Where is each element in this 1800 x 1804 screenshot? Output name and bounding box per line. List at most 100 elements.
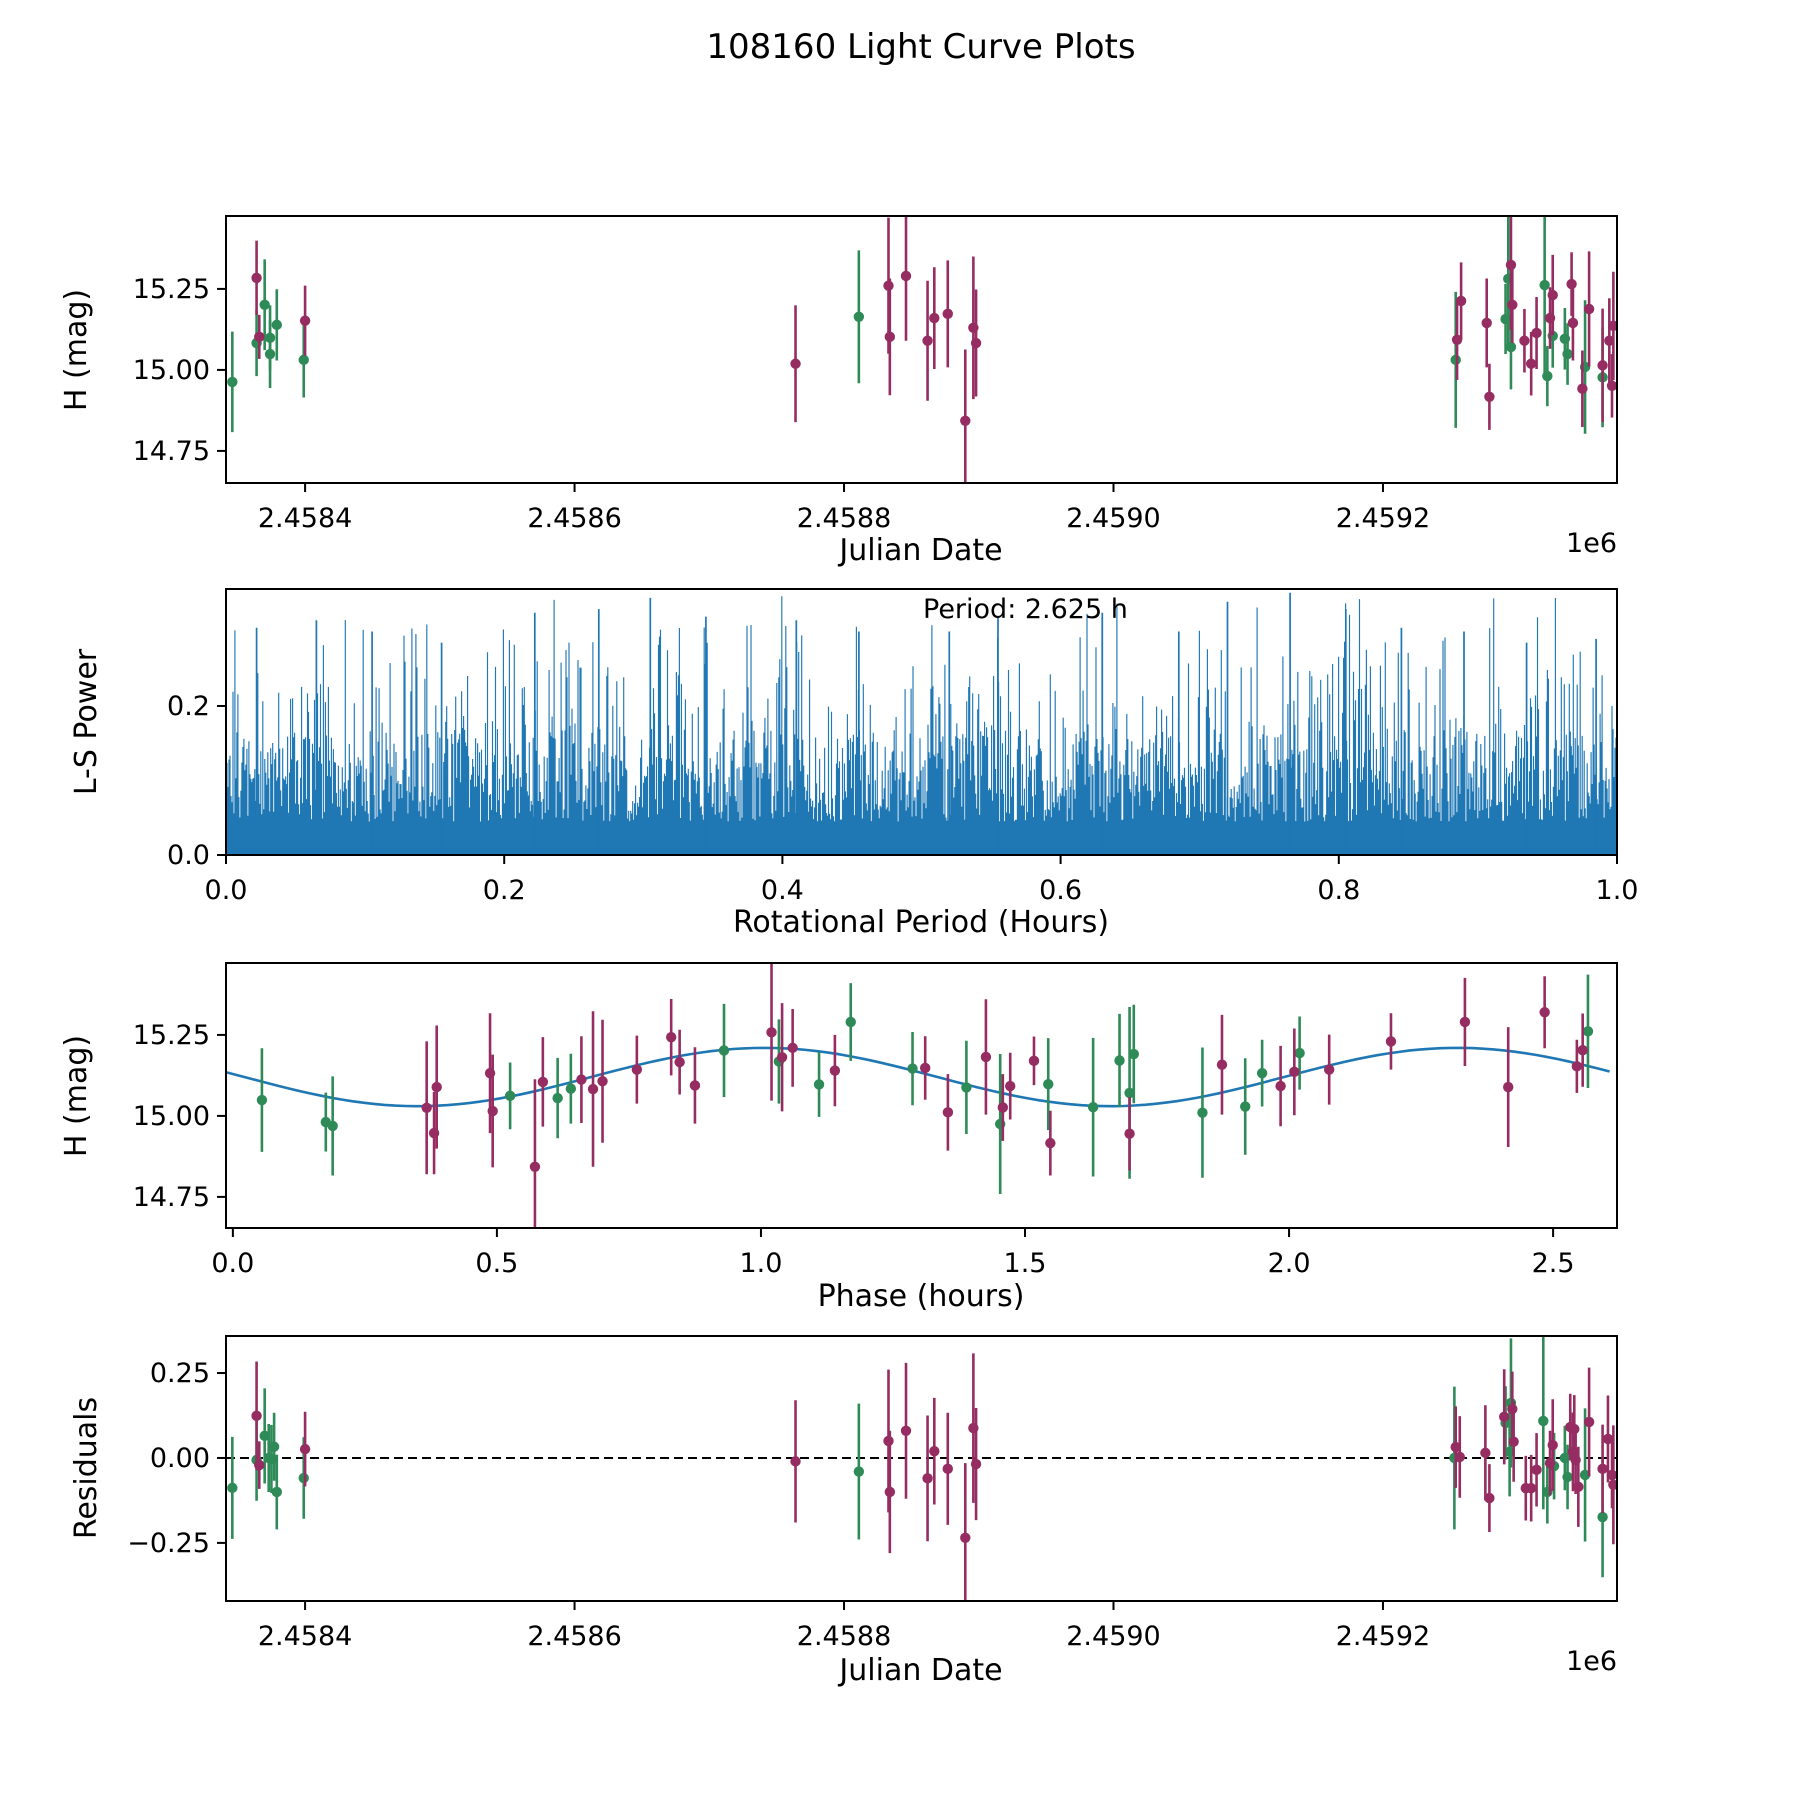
data-point (674, 1056, 685, 1068)
data-point (1604, 335, 1615, 346)
data-point (1597, 360, 1608, 371)
data-point (1484, 1492, 1495, 1504)
data-point (970, 337, 982, 349)
data-point (776, 1052, 788, 1063)
data-point (1507, 299, 1518, 310)
data-point (997, 1102, 1009, 1113)
data-point (1569, 1423, 1580, 1435)
data-point (1571, 1061, 1583, 1072)
residuals-ylabel: Residuals (69, 1397, 104, 1539)
figure-title: 108160 Light Curve Plots (706, 27, 1135, 67)
data-point (1505, 259, 1517, 271)
jd-magnitude-data (227, 216, 1617, 483)
x-tick-label: 2.4592 (1336, 1621, 1430, 1652)
data-point (299, 315, 311, 326)
data-point (227, 376, 238, 388)
h-mag-ylabel-phase: H (mag) (59, 1035, 94, 1157)
ls-power-ylabel: L-S Power (69, 648, 104, 795)
data-point (431, 1081, 442, 1093)
data-point (327, 1120, 338, 1132)
data-point (1531, 1464, 1542, 1476)
y-tick-label: 15.25 (133, 1020, 210, 1051)
x-tick-label: 2.4592 (1336, 503, 1430, 534)
x-tick-label: 0.5 (475, 1248, 518, 1279)
data-point (529, 1161, 541, 1172)
data-point (631, 1064, 643, 1075)
data-point (960, 415, 971, 426)
data-point (1114, 1055, 1125, 1066)
data-point (1577, 1044, 1588, 1056)
x-tick-label: 2.4586 (527, 1621, 621, 1652)
x-tick-label: 1.0 (1596, 875, 1639, 906)
data-point (1459, 1016, 1471, 1028)
data-point (1539, 279, 1550, 291)
residuals-frame: 2.4584 2.4586 2.4588 2.4590 2.4592 0.25 0.00 −0… (127, 1335, 1618, 1652)
data-point (960, 1532, 971, 1544)
data-point (883, 280, 894, 291)
data-point (942, 1107, 954, 1118)
data-point (1608, 320, 1617, 332)
x-tick-label: 2.5 (1532, 1248, 1575, 1279)
data-point (845, 1016, 856, 1028)
data-point (254, 331, 265, 343)
green-series (227, 1336, 1608, 1578)
data-point (1455, 295, 1467, 307)
rotational-period-xlabel: Rotational Period (Hours) (733, 905, 1109, 940)
residuals-data (226, 1336, 1617, 1601)
data-point (1289, 1066, 1300, 1078)
data-point (718, 1045, 730, 1056)
data-point (268, 1441, 280, 1452)
y-tick-label: 0.25 (150, 1358, 210, 1389)
data-point (1484, 391, 1495, 403)
data-point (1480, 1447, 1491, 1459)
y-tick-label: −0.25 (127, 1528, 210, 1559)
periodogram-frame: 0.0 0.2 0.4 0.6 0.8 1.0 0.0 0.2 (167, 588, 1639, 906)
data-point (256, 1094, 268, 1106)
x-tick-label: 0.0 (205, 875, 248, 906)
data-point (1602, 1433, 1614, 1445)
sinusoid-fit-curve (226, 1046, 1610, 1108)
data-point (1087, 1101, 1099, 1113)
julian-date-xlabel: Julian Date (837, 533, 1002, 568)
x-tick-label: 2.4588 (797, 503, 891, 534)
data-point (766, 1027, 777, 1038)
data-point (587, 1083, 599, 1095)
data-point (1450, 354, 1461, 366)
data-point (1481, 317, 1492, 329)
y-tick-label: 15.25 (133, 274, 210, 305)
data-point (1294, 1047, 1305, 1059)
data-point (790, 358, 801, 369)
x-tick-label: 0.4 (761, 875, 804, 906)
data-point (1045, 1137, 1056, 1149)
period-annotation: Period: 2.625 h (923, 594, 1128, 625)
periodogram-data (226, 592, 1617, 855)
data-point (1128, 1048, 1139, 1060)
data-point (1256, 1067, 1268, 1079)
data-point (1583, 1416, 1595, 1428)
data-point (271, 319, 282, 331)
data-point (1525, 1483, 1537, 1494)
x-tick-label: 2.4584 (258, 503, 352, 534)
data-point (1566, 278, 1577, 290)
data-point (813, 1079, 825, 1090)
data-point (1500, 313, 1511, 325)
data-point (1499, 1411, 1510, 1423)
jd-magnitude-frame: 2.4584 2.4586 2.4588 2.4590 2.4592 15.25 15.00… (133, 215, 1618, 534)
data-point (1005, 1080, 1016, 1092)
data-point (1197, 1107, 1208, 1118)
x-tick-label: 2.4586 (527, 503, 621, 534)
data-point (1507, 1403, 1518, 1415)
data-point (853, 1466, 865, 1477)
residuals-plot: 2.4584 2.4586 2.4588 2.4590 2.4592 0.25 0.00 −0… (69, 1335, 1618, 1688)
x-tick-label: 2.4590 (1066, 1621, 1160, 1652)
x-tick-label: 1.0 (739, 1248, 782, 1279)
data-point (922, 1473, 933, 1484)
data-point (1582, 1026, 1594, 1037)
data-point (1124, 1128, 1135, 1139)
y-tick-label: 14.75 (133, 436, 210, 467)
phase-xlabel: Phase (hours) (818, 1279, 1025, 1314)
data-point (1454, 1451, 1465, 1463)
data-point (883, 1435, 894, 1447)
h-mag-ylabel: H (mag) (59, 289, 94, 411)
data-point (884, 1486, 896, 1498)
